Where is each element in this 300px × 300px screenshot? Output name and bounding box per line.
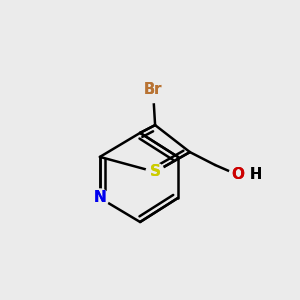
Circle shape <box>91 189 109 207</box>
Text: H: H <box>250 167 262 182</box>
Text: H: H <box>250 167 262 182</box>
Circle shape <box>140 77 166 103</box>
Text: S: S <box>150 164 160 179</box>
Circle shape <box>229 166 247 184</box>
Text: Br: Br <box>144 82 162 98</box>
Text: O: O <box>231 167 244 182</box>
Text: S: S <box>150 164 160 179</box>
Text: O: O <box>231 167 244 182</box>
Circle shape <box>146 163 164 181</box>
Text: N: N <box>94 190 106 206</box>
Text: Br: Br <box>144 82 162 98</box>
Text: N: N <box>94 190 106 206</box>
Circle shape <box>247 166 265 184</box>
